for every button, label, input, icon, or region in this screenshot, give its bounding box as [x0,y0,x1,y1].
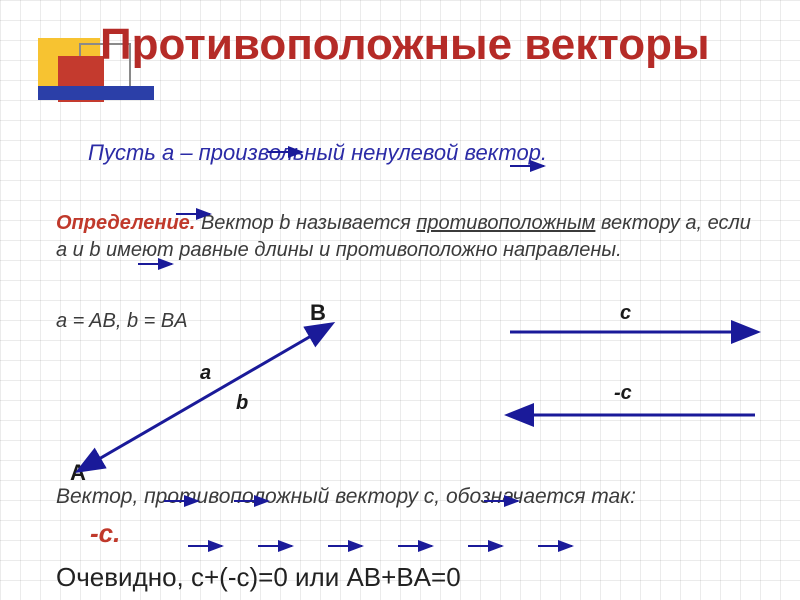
equation-text: a = AB, b = BA [56,310,188,333]
intro-before: Пусть [88,140,162,165]
def-underline: противоположным [416,212,595,234]
label-a: a [200,362,211,385]
label-A: A [70,460,86,486]
slide-title: Противоположные векторы [100,22,710,68]
label-minus-c: -c [614,382,632,405]
footer-minus-c: -c. [90,518,120,549]
definition-label: Определение. [56,212,195,234]
footer-line1: Вектор, противоположный вектору c, обозн… [56,485,760,509]
definition-block: Определение. Вектор b называется противо… [56,210,760,264]
footer-line2: Очевидно, c+(-c)=0 или AB+BA=0 [56,562,780,593]
def-p1: Вектор b называется [201,212,416,234]
label-c: c [620,302,631,325]
intro-var: a [162,140,174,165]
label-b: b [236,392,248,415]
intro-after: – произвольный ненулевой вектор. [174,140,547,165]
intro-text: Пусть a – произвольный ненулевой вектор. [88,140,760,166]
deco-blue-bar [38,86,154,100]
slide-content: Противоположные векторы Пусть a – произв… [0,0,800,600]
label-B: B [310,300,326,326]
